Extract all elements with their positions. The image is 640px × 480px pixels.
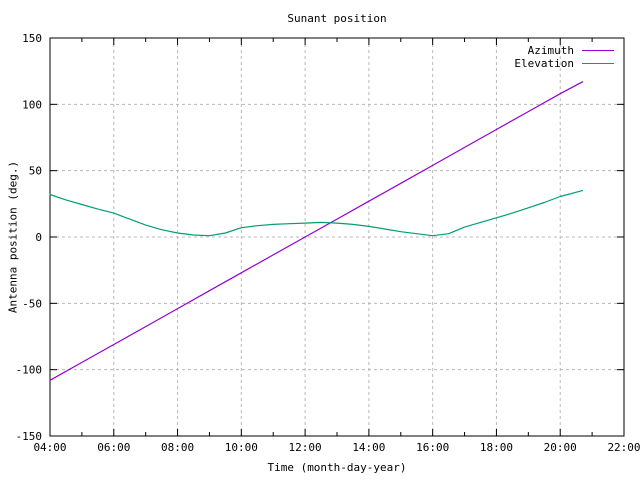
y-tick-label: 0 — [35, 231, 42, 244]
chart-title: Sunant position — [287, 12, 387, 25]
grid-lines — [50, 38, 624, 436]
x-tick-label: 16:00 — [416, 441, 449, 454]
plot-border — [49, 37, 625, 437]
legend-item-azimuth: Azimuth — [514, 44, 614, 57]
x-tick-label: 22:00 — [607, 441, 640, 454]
x-tick-labels: 04:00 06:00 08:00 10:00 12:00 14:00 16:00 18:00… — [33, 441, 640, 454]
x-tick-label: 04:00 — [33, 441, 66, 454]
legend-line-sample-azimuth — [582, 50, 614, 51]
y-tick-label: -50 — [22, 297, 42, 310]
x-tick-label: 06:00 — [97, 441, 130, 454]
x-tick-label: 20:00 — [544, 441, 577, 454]
y-tick-label: 50 — [29, 165, 42, 178]
legend-label-azimuth: Azimuth — [527, 44, 574, 57]
y-tick-labels: -150 -100 -50 0 50 100 150 — [16, 32, 43, 443]
x-tick-label: 18:00 — [480, 441, 513, 454]
x-tick-label: 08:00 — [161, 441, 194, 454]
series-line-azimuth — [49, 81, 584, 381]
legend-item-elevation: Elevation — [514, 57, 614, 70]
legend: Azimuth Elevation — [514, 44, 614, 70]
y-tick-label: -150 — [16, 430, 43, 443]
legend-line-sample-elevation — [582, 63, 614, 64]
x-tick-label: 14:00 — [352, 441, 385, 454]
y-tick-label: 100 — [22, 98, 42, 111]
x-tick-label: 10:00 — [225, 441, 258, 454]
series-line-elevation — [49, 190, 584, 237]
x-axis-label: Time (month-day-year) — [267, 461, 407, 474]
legend-label-elevation: Elevation — [514, 57, 574, 70]
x-tick-label: 12:00 — [289, 441, 322, 454]
y-tick-label: 150 — [22, 32, 42, 45]
y-tick-label: -100 — [16, 364, 43, 377]
